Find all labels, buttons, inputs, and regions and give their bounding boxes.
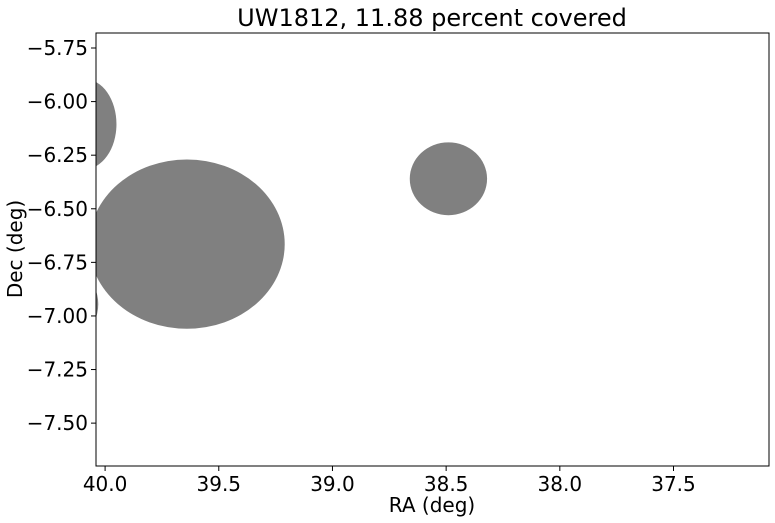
x-tick-label: 40.0 — [83, 472, 128, 496]
y-tick-label: −5.75 — [27, 36, 88, 60]
x-axis-label: RA (deg) — [389, 493, 475, 517]
plot-area — [95, 32, 770, 467]
y-tick-label: −6.75 — [27, 250, 88, 274]
coverage-circle-3 — [96, 290, 99, 318]
x-tick-label: 38.0 — [538, 472, 583, 496]
coverage-circles — [96, 82, 488, 329]
y-axis-label: Dec (deg) — [3, 200, 27, 298]
chart-title: UW1812, 11.88 percent covered — [237, 4, 627, 32]
y-axis: −5.75 −6.00 −6.25 −6.50 −6.75 −7.00 −7.25 −7.50 — [27, 36, 96, 435]
y-tick-label: −6.25 — [27, 143, 88, 167]
coverage-circle-4 — [409, 142, 488, 216]
x-tick-label: 39.0 — [310, 472, 355, 496]
y-tick-label: −7.00 — [27, 304, 88, 328]
y-tick-label: −7.50 — [27, 411, 88, 435]
x-tick-label: 38.5 — [424, 472, 469, 496]
coverage-circle-2 — [96, 159, 285, 329]
coverage-circle-1 — [96, 82, 117, 167]
x-axis: 40.0 39.5 39.0 38.5 38.0 37.5 — [83, 466, 696, 496]
y-tick-label: −6.00 — [27, 90, 88, 114]
y-tick-label: −7.25 — [27, 358, 88, 382]
y-tick-label: −6.50 — [27, 197, 88, 221]
x-tick-label: 37.5 — [651, 472, 696, 496]
x-tick-label: 39.5 — [197, 472, 242, 496]
